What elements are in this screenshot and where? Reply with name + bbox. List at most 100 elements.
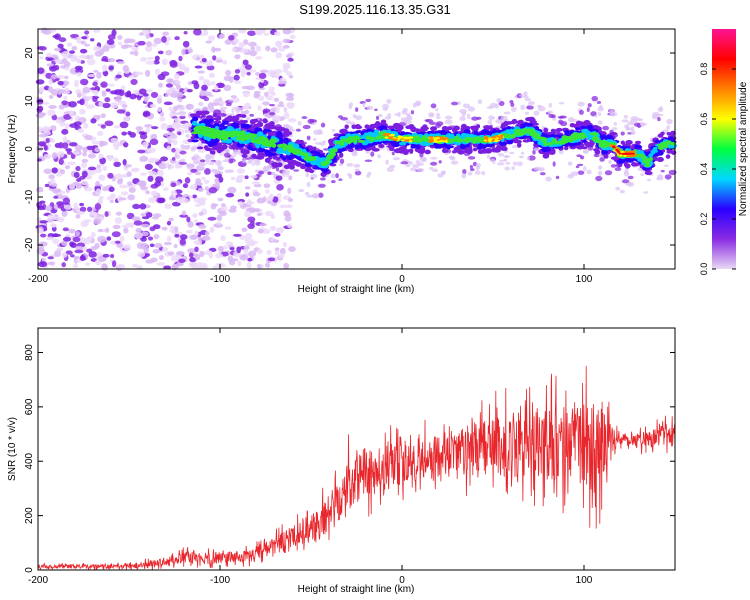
spectrogram-blob — [621, 119, 629, 123]
spectrogram-blob — [278, 101, 284, 105]
spectrogram-blob — [597, 106, 604, 112]
spectrogram-blob — [45, 137, 50, 144]
spectrogram-blob — [107, 155, 113, 162]
x-tick-label: 100 — [576, 575, 593, 586]
spectrogram-blob — [47, 261, 55, 265]
spectrogram-blob — [375, 115, 380, 121]
spectrogram-blob — [404, 139, 410, 142]
spectrogram-blob — [180, 234, 188, 240]
spectrogram-blob — [45, 72, 53, 79]
spectrogram-blob — [73, 202, 79, 210]
spectrogram-blob — [89, 54, 95, 59]
spectrogram-blob — [275, 106, 280, 114]
spectrogram-blob — [179, 161, 187, 165]
spectrogram-blob — [236, 174, 246, 179]
spectrogram-blob — [186, 164, 194, 170]
spectrogram-blob — [652, 149, 659, 153]
y-tick-label: 200 — [24, 507, 35, 524]
spectrogram-blob — [630, 126, 635, 132]
spectrogram-blob — [166, 135, 171, 140]
spectrogram-blob — [54, 64, 60, 71]
spectrogram-blob — [578, 109, 584, 115]
spectrogram-blob — [357, 139, 365, 143]
spectrogram-blob — [66, 42, 73, 47]
spectrogram-blob — [634, 144, 639, 150]
spectrogram-blob — [52, 238, 60, 245]
spectrogram-blob — [80, 220, 89, 228]
spectrogram-blob — [272, 114, 281, 122]
spectrogram-blob — [217, 197, 224, 202]
spectrogram-blob — [73, 171, 80, 179]
spectrogram-blob — [75, 207, 81, 213]
spectrogram-blob — [278, 80, 284, 85]
spectrogram-blob — [180, 158, 186, 163]
spectrogram-blob — [405, 163, 411, 168]
spectrogram-blob — [525, 111, 530, 115]
spectrogram-blob — [435, 116, 441, 119]
spectrogram-blob — [620, 140, 625, 145]
spectrogram-blob — [499, 134, 504, 137]
spectrogram-blob — [216, 146, 225, 152]
spectrogram-blob — [39, 142, 47, 147]
spectrogram-blob — [398, 149, 407, 154]
spectrogram-blob — [308, 155, 314, 160]
spectrogram-blob — [175, 112, 179, 116]
spectrogram-blob — [467, 106, 476, 112]
spectrogram-blob — [285, 62, 291, 70]
spectrogram-blob — [306, 194, 314, 198]
spectrogram-blob — [176, 84, 181, 90]
spectrogram-blob — [95, 180, 101, 187]
spectrogram-blob — [256, 121, 264, 128]
spectrogram-blob — [548, 102, 553, 108]
spectrogram-blob — [597, 170, 603, 177]
spectrogram-blob — [320, 161, 327, 165]
spectrogram-blob — [619, 189, 625, 194]
spectrogram-blob — [489, 158, 496, 163]
spectrogram-blob — [215, 59, 224, 63]
spectrogram-blob — [503, 111, 511, 115]
spectrogram-blob — [57, 43, 64, 49]
x-tick-label: 100 — [576, 274, 593, 285]
spectrogram-blob — [577, 101, 585, 107]
spectrogram-blob — [236, 131, 242, 138]
spectrogram-blob — [193, 160, 201, 165]
spectrogram-blob — [353, 137, 362, 141]
spectrogram-blob — [56, 151, 65, 158]
spectrogram-blob — [246, 85, 255, 91]
spectrogram-blob — [323, 148, 330, 151]
spectrogram-blob — [570, 171, 579, 176]
spectrogram-blob — [648, 156, 654, 162]
spectrogram-blob — [227, 186, 237, 194]
spectrogram-blob — [38, 133, 48, 138]
spectrogram-blob — [258, 170, 265, 175]
spectrogram-blob — [170, 182, 177, 188]
spectrogram-blob — [533, 148, 540, 151]
spectrogram-blob — [98, 48, 105, 55]
spectrogram-blob — [618, 152, 622, 155]
spectrogram-blob — [599, 157, 605, 162]
spectrogram-blob — [205, 63, 213, 67]
spectrogram-blob — [512, 161, 518, 166]
spectrogram-blob — [330, 152, 336, 157]
spectrogram-blob — [214, 98, 223, 102]
spectrogram-blob — [187, 48, 193, 54]
spectrogram-blob — [123, 117, 130, 121]
spectrogram-blob — [198, 167, 206, 171]
spectrogram-blob — [114, 240, 121, 244]
spectrogram-blob — [100, 81, 108, 88]
spectrogram-blob — [100, 124, 106, 129]
spectrogram-blob — [166, 36, 172, 41]
spectrogram-blob — [129, 132, 137, 138]
spectrogram-blob — [203, 179, 210, 185]
spectrogram-blob — [69, 123, 78, 128]
spectrogram-blob — [77, 211, 86, 215]
spectrogram-blob — [306, 182, 311, 188]
spectrogram-blob — [141, 231, 149, 237]
spectrogram-blob — [575, 165, 580, 169]
spectrogram-blob — [220, 106, 228, 110]
spectrogram-blob — [306, 135, 311, 141]
spectrogram-blob — [93, 69, 99, 73]
spectrogram-blob — [477, 99, 483, 105]
spectrogram-blob — [257, 147, 264, 153]
spectrogram-blob — [556, 141, 561, 144]
